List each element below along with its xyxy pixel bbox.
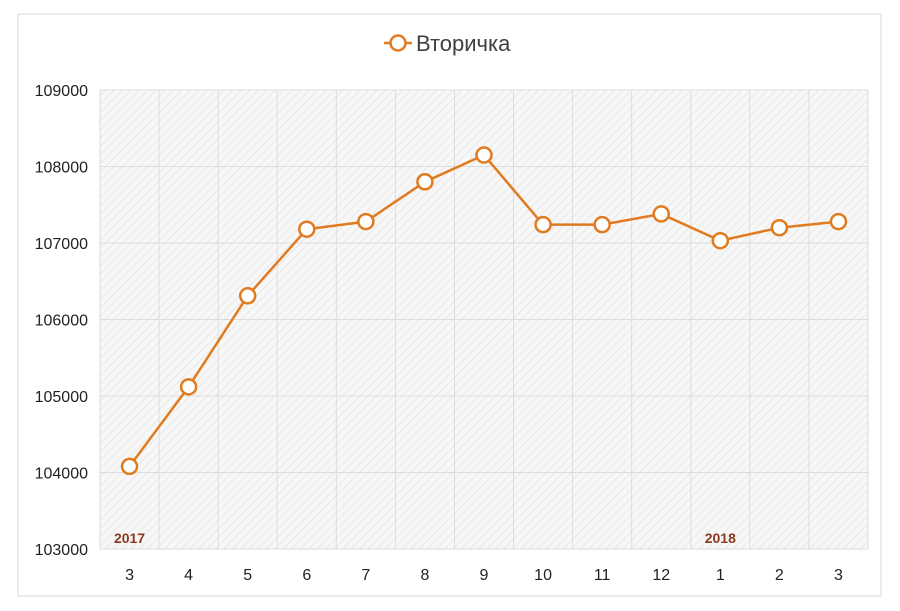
x-tick-label: 11: [594, 567, 611, 584]
y-tick-label: 105000: [35, 389, 88, 406]
data-point: [829, 212, 848, 231]
data-point: [475, 146, 493, 164]
y-tick-label: 106000: [35, 313, 88, 330]
y-tick-label: 107000: [35, 236, 88, 253]
x-tick-label: 3: [834, 567, 843, 584]
x-axis-ticks: 3 4 5 6 7 8 9 10 11 12 1 2 3: [125, 567, 843, 584]
x-tick-label: 7: [361, 567, 370, 584]
series-points: [120, 146, 848, 476]
x-tick-label: 6: [302, 567, 311, 584]
x-tick-label: 10: [534, 567, 552, 584]
year-label: 2018: [705, 530, 736, 546]
data-point: [593, 215, 611, 234]
x-tick-label: 8: [420, 567, 429, 584]
data-point: [357, 212, 375, 231]
year-label: 2017: [114, 530, 145, 546]
legend-circle-marker: [389, 34, 407, 52]
data-point: [238, 287, 257, 305]
data-point: [652, 205, 670, 223]
y-tick-label: 103000: [35, 542, 88, 559]
x-tick-label: 12: [652, 567, 670, 584]
y-tick-label: 104000: [35, 466, 88, 483]
y-tick-label: 108000: [35, 160, 88, 177]
legend: Вторичка: [384, 31, 511, 56]
x-tick-label: 4: [184, 567, 193, 584]
data-point: [416, 173, 434, 191]
x-tick-label: 5: [243, 567, 252, 584]
year-labels: 2017 2018: [114, 530, 736, 546]
data-point: [711, 231, 730, 250]
data-point: [298, 220, 316, 238]
y-axis-ticks: 103000 104000 105000 106000 107000 108000 1090…: [35, 83, 88, 559]
data-point: [770, 218, 789, 237]
y-tick-label: 109000: [35, 83, 88, 100]
x-tick-label: 1: [716, 567, 725, 584]
x-tick-label: 2: [775, 567, 784, 584]
gridlines: [99, 89, 869, 550]
x-tick-label: 3: [125, 567, 134, 584]
data-point: [120, 457, 139, 476]
legend-label: Вторичка: [416, 31, 511, 56]
x-tick-label: 9: [480, 567, 489, 584]
data-point: [534, 215, 552, 234]
data-point: [179, 378, 198, 396]
